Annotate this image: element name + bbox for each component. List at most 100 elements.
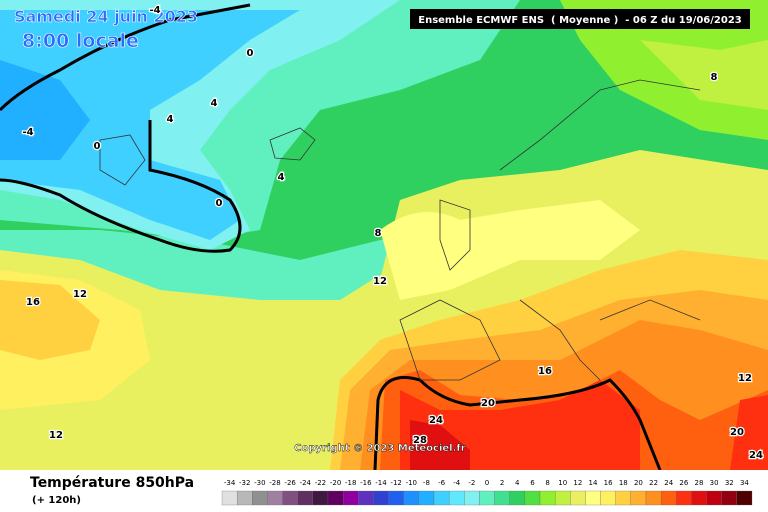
bold-isotherms [0, 3, 662, 471]
contour-label: -4 [149, 5, 160, 16]
legend-swatch [221, 490, 238, 506]
legend-tick-label: -30 [254, 479, 265, 487]
legend-swatch [554, 490, 571, 506]
footer-title: Température 850hPa [30, 475, 194, 491]
temperature-field [0, 0, 768, 470]
legend-swatch [570, 490, 586, 506]
legend-swatch [342, 490, 359, 506]
time-title: 8:00 locale [22, 30, 139, 52]
legend-swatch [448, 490, 465, 506]
contour-label: 20 [730, 427, 744, 438]
legend-tick-label: -22 [315, 479, 326, 487]
legend-swatch [312, 490, 329, 506]
legend-tick-label: 2 [500, 479, 504, 487]
legend-swatch [373, 490, 389, 506]
legend-swatch [358, 490, 374, 506]
legend-swatch [736, 490, 753, 506]
legend-swatch [236, 490, 253, 506]
legend-tick-label: -4 [453, 479, 461, 487]
contour-label: 16 [538, 366, 552, 377]
legend-tick-label: 6 [530, 479, 535, 487]
model-box [410, 9, 750, 29]
legend-tick-label: 30 [710, 479, 719, 487]
legend-tick-label: -6 [438, 479, 446, 487]
legend-tick-label: -20 [330, 479, 341, 487]
color-legend: -34 -32 -30 -28 -26 -24 -22 -20 -18 -16 -14 -12 -10-… [221, 479, 753, 506]
footer-lead: (+ 120h) [32, 495, 81, 506]
legend-tick-label: -10 [406, 479, 417, 487]
contour-label: 0 [216, 198, 223, 209]
legend-tick-label: 10 [558, 479, 567, 487]
legend-tick-label: 12 [573, 479, 582, 487]
header: Samedi 24 juin 2023 8:00 locale Ensemble… [14, 7, 750, 52]
contour-label: 0 [94, 141, 101, 152]
contour-label: 24 [429, 415, 443, 426]
legend-tick-label: -8 [423, 479, 430, 487]
legend-swatch [585, 490, 601, 506]
legend-tick-label: 8 [545, 479, 549, 487]
contour-label: -4 [22, 127, 33, 138]
legend-swatch [267, 490, 283, 506]
legend-tick-label: -32 [239, 479, 250, 487]
legend-swatch [706, 490, 722, 506]
legend-swatch [539, 490, 556, 506]
legend-swatch [721, 490, 738, 506]
legend-tick-label: 0 [485, 479, 489, 487]
contour-label: 24 [749, 450, 763, 461]
contour-label: 20 [481, 398, 495, 409]
legend-tick-label: 34 [740, 479, 749, 487]
legend-tick-label: -26 [284, 479, 296, 487]
legend-tick-label: -18 [345, 479, 356, 487]
legend-swatch [418, 490, 435, 506]
contour-label: 0 [247, 48, 254, 59]
legend-tick-label: 16 [604, 479, 613, 487]
legend-swatch [494, 490, 510, 506]
legend-swatch [297, 490, 314, 506]
legend-swatch [388, 490, 404, 506]
legend-tick-label: 20 [634, 479, 643, 487]
coastlines [99, 79, 701, 381]
legend-swatch [252, 490, 268, 506]
legend-swatch [433, 490, 450, 506]
legend-tick-label: 24 [664, 479, 673, 487]
legend-swatch [615, 490, 632, 506]
legend-tick-label: -24 [300, 479, 312, 487]
legend-tick-label: -12 [390, 479, 401, 487]
legend-swatch [282, 490, 298, 506]
contour-label: 8 [375, 228, 382, 239]
contour-label: 12 [373, 276, 387, 287]
contour-label: 12 [73, 289, 87, 300]
model-title: Ensemble ECMWF ENS ( Moyenne ) - 06 Z du… [418, 15, 742, 26]
contour-label: 8 [711, 72, 718, 83]
date-title: Samedi 24 juin 2023 [14, 7, 198, 26]
legend-tick-label: 18 [619, 479, 628, 487]
contour-label: 12 [738, 373, 752, 384]
legend-swatch [691, 490, 707, 506]
legend-tick-label: -2 [468, 479, 475, 487]
legend-tick-label: 32 [725, 479, 734, 487]
legend-tick-label: 22 [649, 479, 658, 487]
legend-tick-label: -34 [224, 479, 236, 487]
legend-tick-label: 26 [679, 479, 688, 487]
legend-swatch [630, 490, 647, 506]
legend-tick-label: 4 [515, 479, 520, 487]
legend-swatch [645, 490, 662, 506]
contour-label: 16 [26, 297, 40, 308]
legend-swatch [524, 490, 541, 506]
legend-swatch [509, 490, 526, 506]
legend-swatch [479, 490, 495, 506]
legend-swatch [464, 490, 480, 506]
contour-label: 28 [413, 435, 427, 446]
contour-label: 4 [278, 172, 285, 183]
legend-tick-label: -16 [360, 479, 372, 487]
legend-tick-label: -28 [269, 479, 280, 487]
contour-label: 4 [211, 98, 218, 109]
copyright: Copyright © 2023 Meteociel.fr [294, 443, 465, 454]
legend-swatch [403, 490, 420, 506]
legend-tick-label: 28 [695, 479, 704, 487]
legend-swatch [676, 490, 692, 506]
legend-swatch [600, 490, 616, 506]
contour-label: 4 [167, 114, 174, 125]
